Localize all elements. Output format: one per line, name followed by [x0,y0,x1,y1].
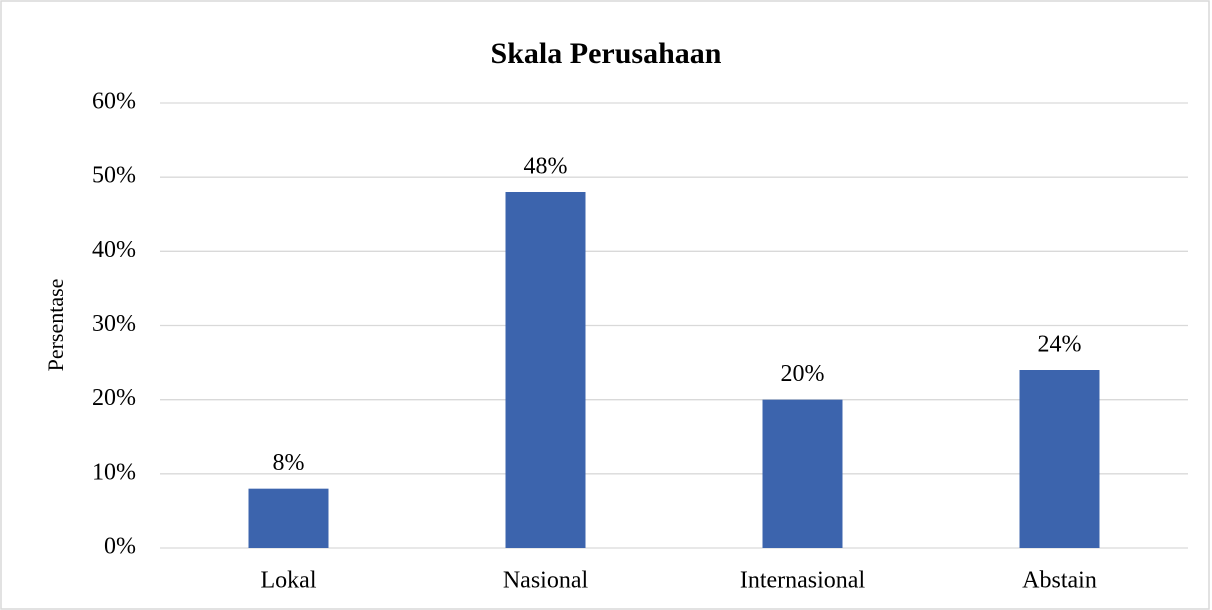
data-label: 20% [781,361,825,387]
bar [1019,370,1100,548]
y-tick-label: 0% [104,534,136,560]
y-tick-label: 20% [92,385,136,411]
y-tick-label: 60% [92,89,136,115]
chart-title: Skala Perusahaan [491,37,722,70]
bar [505,192,586,548]
data-label: 8% [273,450,305,476]
y-axis-label: Persentase [43,279,68,372]
x-tick-label: Internasional [740,568,866,594]
y-tick-label: 10% [92,459,136,485]
x-tick-label: Nasional [503,568,589,594]
x-tick-label: Lokal [261,568,317,594]
x-tick-label: Abstain [1022,568,1097,594]
y-tick-label: 40% [92,237,136,263]
y-tick-label: 30% [92,311,136,337]
bar [762,399,843,548]
bar [248,488,329,548]
data-label: 48% [524,154,568,180]
y-tick-label: 50% [92,163,136,189]
data-label: 24% [1038,332,1082,358]
